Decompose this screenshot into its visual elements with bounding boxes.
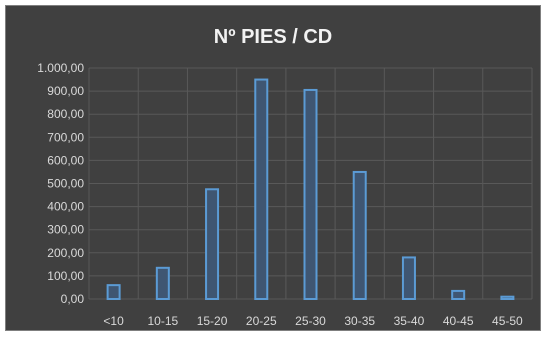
x-tick-label: 45-50: [492, 314, 523, 328]
x-tick-label: 35-40: [394, 314, 425, 328]
y-tick-label: 500,00: [47, 177, 84, 191]
bar: [205, 188, 220, 300]
x-tick-label: 40-45: [443, 314, 474, 328]
chart-title: Nº PIES / CD: [213, 26, 333, 48]
bar: [155, 266, 170, 301]
y-tick-label: 0,00: [61, 292, 85, 306]
y-tick-label: 600,00: [47, 153, 84, 167]
y-tick-label: 900,00: [47, 84, 84, 98]
bar: [106, 284, 121, 301]
bar: [401, 256, 416, 301]
bar: [451, 289, 466, 301]
bar: [352, 170, 367, 300]
x-tick-label: 30-35: [344, 314, 375, 328]
y-tick-label: 800,00: [47, 107, 84, 121]
y-tick-label: 400,00: [47, 200, 84, 214]
y-tick-label: 1.000,00: [37, 61, 84, 75]
y-tick-label: 700,00: [47, 130, 84, 144]
y-tick-label: 300,00: [47, 223, 84, 237]
y-tick-label: 100,00: [47, 269, 84, 283]
x-tick-label: <10: [103, 314, 124, 328]
x-tick-label: 25-30: [295, 314, 326, 328]
x-tick-label: 10-15: [147, 314, 178, 328]
bar: [500, 295, 515, 301]
bar: [303, 88, 318, 300]
x-tick-label: 15-20: [197, 314, 228, 328]
x-tick-label: 20-25: [246, 314, 277, 328]
chart-area: Nº PIES / CD: [5, 5, 541, 331]
bar: [254, 78, 269, 300]
y-tick-label: 200,00: [47, 246, 84, 260]
